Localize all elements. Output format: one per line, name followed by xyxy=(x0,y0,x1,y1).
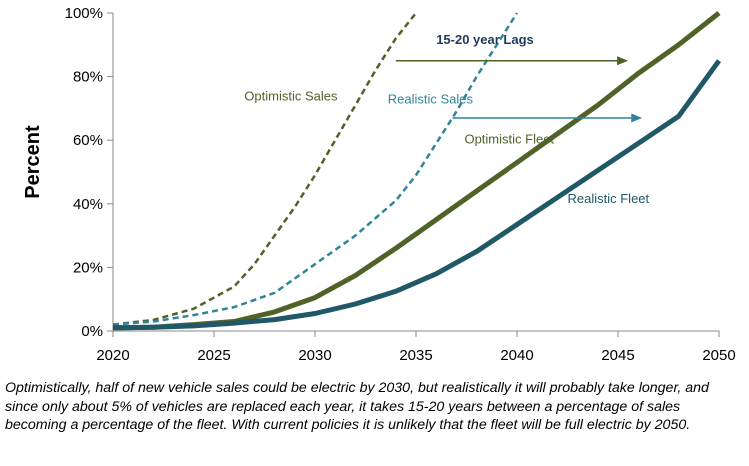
y-tick-label: 40% xyxy=(73,196,103,213)
series-line-optimistic-sales xyxy=(112,12,417,326)
x-tick-labels: 2020 2025 2030 2035 2040 2045 2050 xyxy=(96,331,736,364)
x-tick-label: 2030 xyxy=(298,347,331,364)
lag-arrowhead-2 xyxy=(631,113,643,123)
annotation-optimistic-sales: Optimistic Sales xyxy=(244,88,338,103)
y-tick-label: 80% xyxy=(73,69,103,86)
x-tick-label: 2050 xyxy=(702,347,735,364)
y-tick-label: 20% xyxy=(73,259,103,276)
x-tick-label: 2045 xyxy=(601,347,634,364)
y-axis-label: Percent xyxy=(22,125,44,199)
lag-arrowhead-1 xyxy=(617,56,629,66)
x-tick-label: 2020 xyxy=(96,347,129,364)
x-tick-label: 2040 xyxy=(500,347,533,364)
series-line-realistic-fleet xyxy=(112,59,722,331)
y-tick-labels: 0% 20% 40% 60% 80% 100% xyxy=(65,5,113,340)
y-tick-label: 60% xyxy=(73,132,103,149)
annotation-realistic-fleet: Realistic Fleet xyxy=(568,191,650,206)
figure-caption: Optimistically, half of new vehicle sale… xyxy=(5,380,709,433)
annotation-optimistic-fleet: Optimistic Fleet xyxy=(464,131,554,146)
lag-label: 15-20 year Lags xyxy=(436,32,534,47)
y-tick-label: 100% xyxy=(65,5,103,22)
series-line-realistic-sales xyxy=(112,12,519,326)
annotation-realistic-sales: Realistic Sales xyxy=(388,92,474,107)
x-tick-label: 2025 xyxy=(197,347,230,364)
annotations: Optimistic Sales Realistic Sales Optimisti… xyxy=(244,32,649,206)
series-lines xyxy=(112,11,722,331)
ev-adoption-chart: 0%20%40%60%80%100% 2020 2025 2030 2035 2040 2… xyxy=(22,5,736,364)
x-tick-label: 2035 xyxy=(399,347,432,364)
y-tick-label: 0% xyxy=(81,323,103,340)
